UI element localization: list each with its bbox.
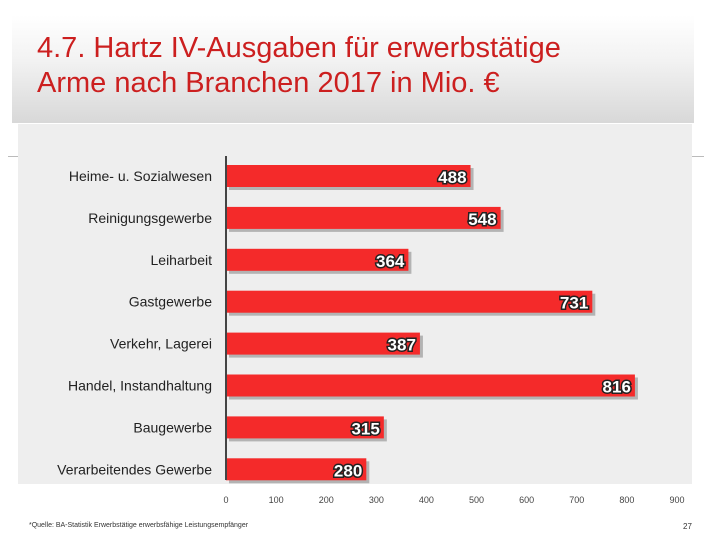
category-label: Reinigungsgewerbe <box>88 210 212 226</box>
category-label: Handel, Instandhaltung <box>68 378 212 394</box>
x-tick-label: 800 <box>619 495 634 505</box>
x-tick-label: 100 <box>269 495 284 505</box>
bar <box>226 165 471 187</box>
data-label: 488 <box>438 168 466 187</box>
data-label: 387 <box>388 336 416 355</box>
data-label: 315 <box>351 419 379 438</box>
data-label: 364 <box>376 252 405 271</box>
page-number: 27 <box>683 522 692 531</box>
category-label: Leiharbeit <box>151 252 213 268</box>
x-tick-label: 600 <box>519 495 534 505</box>
bar <box>226 458 367 481</box>
data-label: 280 <box>334 461 362 480</box>
x-tick-label: 200 <box>319 495 334 505</box>
x-tick-label: 300 <box>369 495 384 505</box>
slide-title: 4.7. Hartz IV-Ausgaben für erwerbstätige… <box>37 32 561 99</box>
bar <box>226 206 501 229</box>
source-note: *Quelle: BA-Statistik Erwerbstätige erwe… <box>29 522 249 529</box>
bar <box>226 374 635 397</box>
bar <box>226 332 420 355</box>
bar <box>226 248 409 271</box>
x-tick-label: 500 <box>469 495 484 505</box>
x-tick-label: 400 <box>419 495 434 505</box>
x-tick-label: 900 <box>669 495 684 505</box>
category-label: Baugewerbe <box>133 419 212 435</box>
bar <box>226 416 384 439</box>
data-label: 548 <box>468 210 496 229</box>
title-banner <box>12 15 694 123</box>
divider-right <box>688 156 704 157</box>
x-tick-label: 700 <box>569 495 584 505</box>
data-label: 731 <box>560 294 588 313</box>
data-label: 816 <box>603 378 631 397</box>
divider-left <box>8 156 26 157</box>
category-label: Heime- u. Sozialwesen <box>69 168 212 184</box>
bar <box>226 290 593 313</box>
category-label: Verarbeitendes Gewerbe <box>57 461 212 477</box>
category-label: Verkehr, Lagerei <box>110 336 212 352</box>
x-tick-label: 0 <box>223 495 228 505</box>
category-label: Gastgewerbe <box>129 294 212 310</box>
